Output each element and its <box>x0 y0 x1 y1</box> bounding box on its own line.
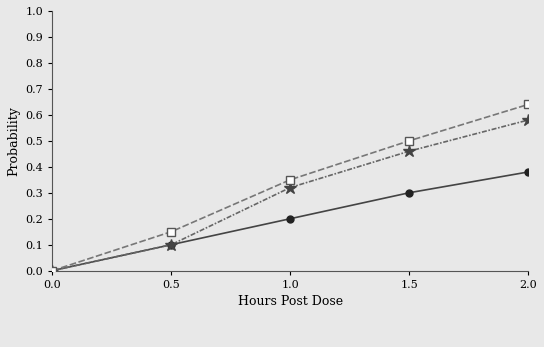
Y-axis label: Probability: Probability <box>7 106 20 176</box>
X-axis label: Hours Post Dose: Hours Post Dose <box>238 295 343 308</box>
